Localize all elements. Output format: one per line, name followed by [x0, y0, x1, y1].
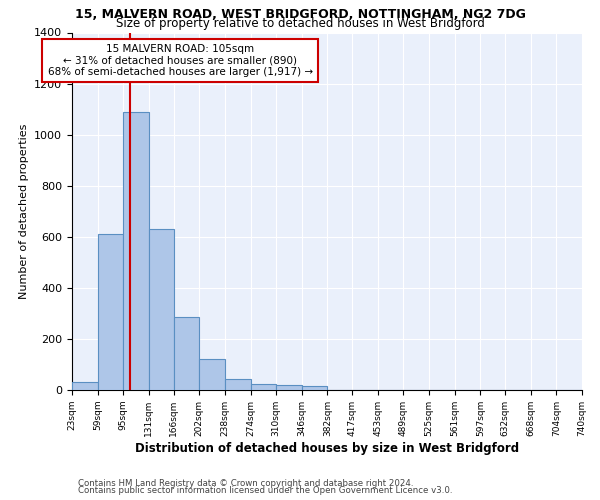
Bar [123, 112, 149, 390]
Text: 15 MALVERN ROAD: 105sqm
← 31% of detached houses are smaller (890)
68% of semi-d: 15 MALVERN ROAD: 105sqm ← 31% of detache… [47, 44, 313, 77]
Bar [149, 229, 174, 390]
Bar [251, 384, 276, 390]
Text: 15, MALVERN ROAD, WEST BRIDGFORD, NOTTINGHAM, NG2 7DG: 15, MALVERN ROAD, WEST BRIDGFORD, NOTTIN… [74, 8, 526, 20]
Text: Contains public sector information licensed under the Open Government Licence v3: Contains public sector information licen… [78, 486, 452, 495]
Text: Contains HM Land Registry data © Crown copyright and database right 2024.: Contains HM Land Registry data © Crown c… [78, 478, 413, 488]
Bar [98, 234, 123, 390]
Y-axis label: Number of detached properties: Number of detached properties [19, 124, 29, 299]
Bar [276, 385, 302, 390]
Bar [174, 317, 199, 390]
Bar [225, 378, 251, 390]
Bar [302, 386, 328, 390]
X-axis label: Distribution of detached houses by size in West Bridgford: Distribution of detached houses by size … [135, 442, 519, 454]
Text: Size of property relative to detached houses in West Bridgford: Size of property relative to detached ho… [116, 18, 484, 30]
Bar [199, 360, 225, 390]
Bar [72, 382, 98, 390]
